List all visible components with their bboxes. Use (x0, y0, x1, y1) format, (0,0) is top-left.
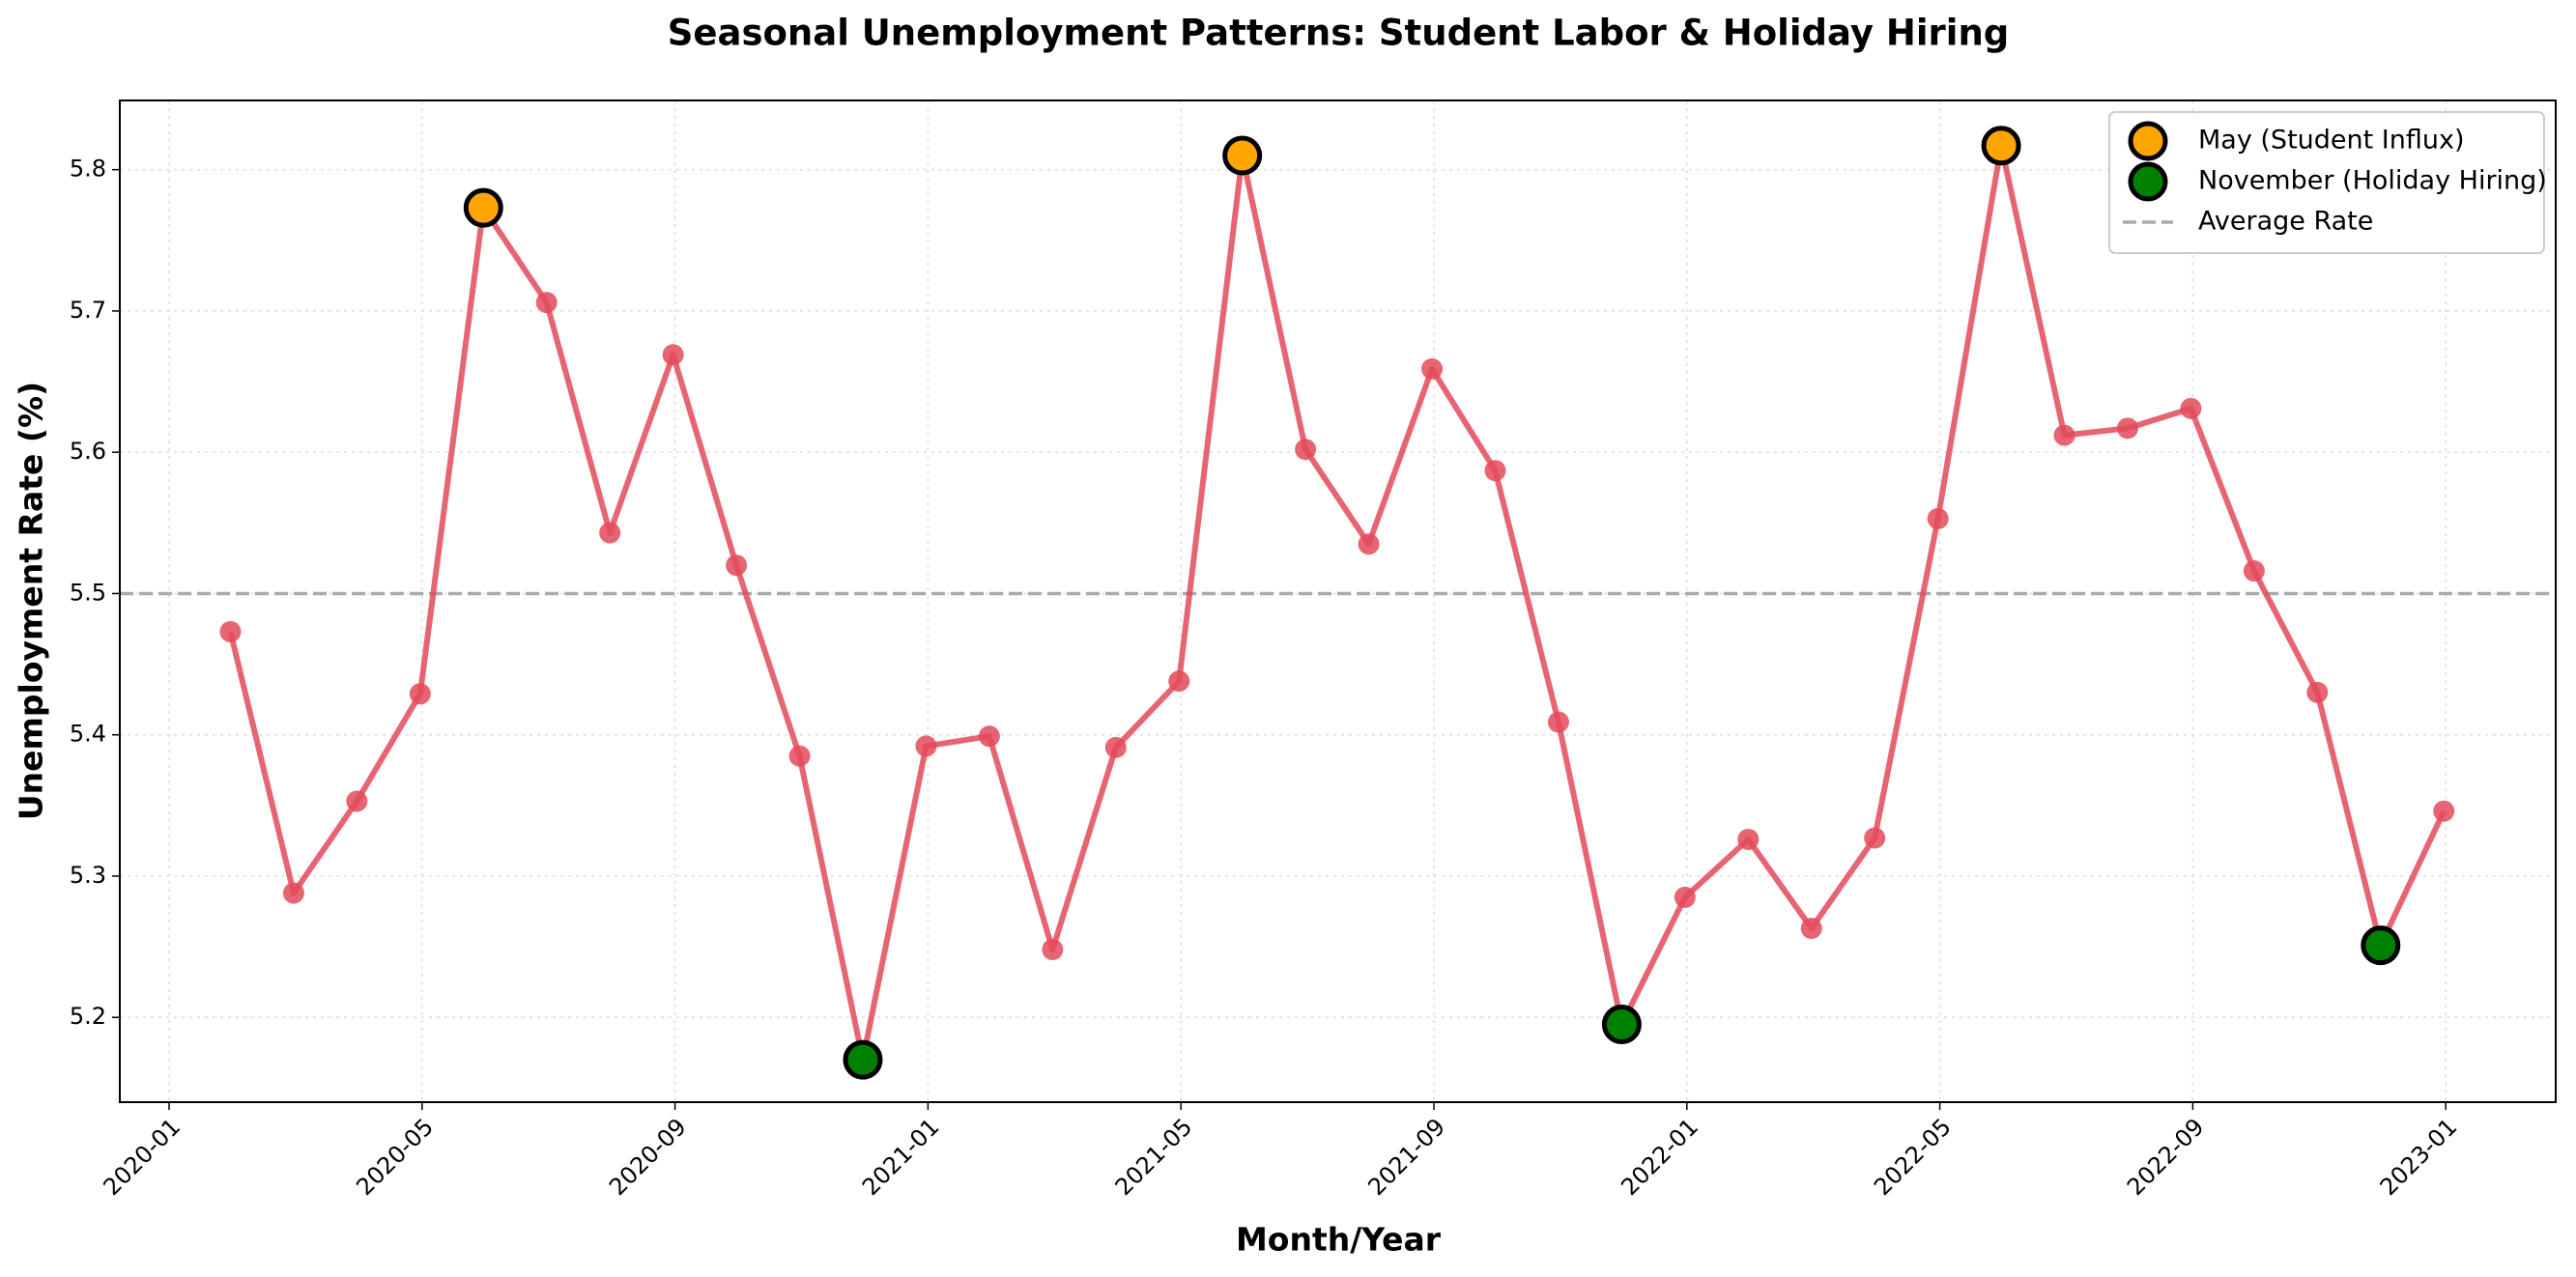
plot-frame (119, 99, 2557, 1103)
data-point (2180, 397, 2202, 419)
data-point (1927, 507, 1949, 529)
legend-label: November (Holiday Hiring) (2198, 166, 2547, 196)
x-tick-label: 2021-01 (857, 1113, 945, 1201)
x-tick-label: 2022-09 (2122, 1113, 2210, 1201)
y-tick-label: 5.4 (70, 721, 106, 748)
data-point (282, 882, 304, 904)
highlight-point (1601, 1005, 1642, 1045)
highlight-point (2361, 925, 2401, 966)
y-axis-label: Unemployment Rate (%) (13, 382, 50, 820)
legend: May (Student Influx) November (Holiday Hi… (2108, 111, 2547, 254)
data-point (1484, 460, 1506, 482)
data-point (1674, 886, 1696, 908)
legend-marker (2128, 161, 2168, 202)
x-tick-label: 2022-01 (1616, 1113, 1703, 1201)
data-point (346, 790, 368, 812)
data-point (662, 344, 684, 366)
highlight-point (843, 1039, 883, 1080)
x-tick-label: 2022-05 (1869, 1113, 1957, 1201)
data-point (1358, 533, 1380, 555)
y-tick-label: 5.7 (70, 297, 106, 324)
x-tick-label: 2020-01 (98, 1113, 186, 1201)
data-point (2243, 560, 2265, 582)
data-point (1800, 918, 1822, 940)
legend-box (2108, 111, 2545, 254)
data-point (2116, 417, 2138, 440)
data-point (219, 620, 242, 642)
y-tick-label: 5.8 (70, 156, 106, 183)
data-point (2433, 800, 2455, 822)
data-point (915, 735, 937, 757)
x-tick-label: 2021-09 (1362, 1113, 1450, 1201)
legend-label: May (Student Influx) (2198, 126, 2465, 156)
chart-title: Seasonal Unemployment Patterns: Student … (668, 13, 2010, 54)
y-tick-label: 5.5 (70, 579, 106, 606)
data-point (1168, 670, 1190, 693)
x-tick-label: 2020-05 (351, 1113, 439, 1201)
highlight-point (1981, 126, 2021, 166)
highlight-point (1222, 135, 1263, 176)
data-point (978, 725, 1000, 748)
data-point (1042, 939, 1064, 961)
data-point (1737, 828, 1760, 850)
legend-label: Average Rate (2198, 207, 2373, 237)
highlight-point (463, 187, 503, 228)
data-point (1864, 827, 1886, 849)
data-point (1547, 711, 1569, 733)
data-point (1421, 357, 1444, 380)
data-point (726, 554, 748, 577)
data-point (599, 522, 621, 544)
legend-marker (2128, 121, 2168, 161)
data-point (409, 683, 431, 705)
x-tick-label: 2020-09 (604, 1113, 692, 1201)
data-point (788, 745, 811, 767)
data-point (1295, 439, 1317, 461)
data-point (535, 292, 558, 314)
x-tick-label: 2021-05 (1110, 1113, 1198, 1201)
data-point (2306, 681, 2329, 703)
y-tick-label: 5.6 (70, 438, 106, 465)
y-tick-label: 5.2 (70, 1003, 106, 1030)
x-axis-label: Month/Year (1236, 1221, 1442, 1259)
series-line (227, 142, 2447, 1064)
y-tick-label: 5.3 (70, 862, 106, 889)
data-point (1104, 736, 1127, 758)
x-tick-label: 2023-01 (2375, 1113, 2463, 1201)
data-point (2053, 424, 2075, 446)
